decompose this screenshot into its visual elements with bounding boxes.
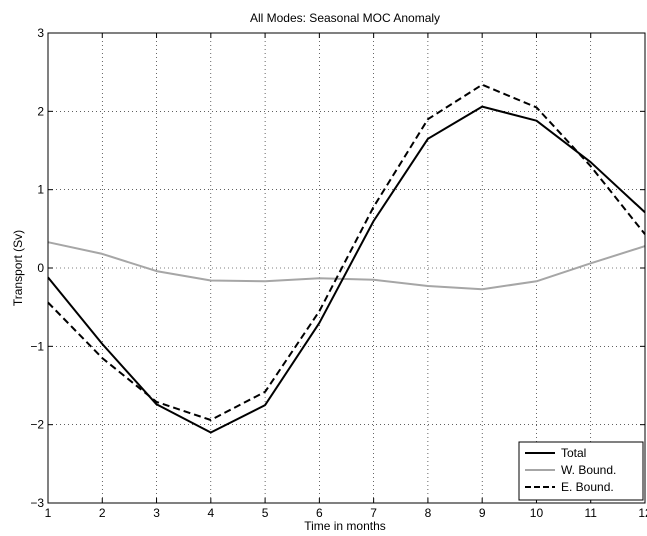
- series-line-e-bound: [47, 83, 646, 421]
- y-tick-label: −1: [30, 339, 44, 353]
- legend-label: E. Bound.: [561, 480, 614, 494]
- x-tick-label: 11: [584, 506, 597, 520]
- y-tick-label: 2: [37, 104, 44, 118]
- x-tick-label: 6: [316, 506, 323, 520]
- x-tick-label: 9: [479, 506, 486, 520]
- y-tick-label: 3: [37, 26, 44, 40]
- y-tick-label: 0: [37, 261, 44, 275]
- x-tick-label: 12: [638, 506, 647, 520]
- x-tick-label: 1: [45, 506, 52, 520]
- x-tick-label: 7: [370, 506, 377, 520]
- x-tick-label: 3: [153, 506, 160, 520]
- y-tick-label: −2: [30, 418, 44, 432]
- legend-label: Total: [561, 446, 586, 460]
- x-tick-label: 8: [425, 506, 432, 520]
- x-tick-label: 4: [207, 506, 214, 520]
- x-tick-label: 2: [99, 506, 106, 520]
- x-tick-label: 5: [262, 506, 269, 520]
- legend: Total W. Bound. E. Bound.: [518, 441, 644, 501]
- y-tick-label: 1: [37, 183, 44, 197]
- x-axis-label: Time in months: [304, 519, 386, 533]
- x-tick-label: 10: [530, 506, 544, 520]
- y-tick-label: −3: [30, 496, 44, 510]
- chart-title: All Modes: Seasonal MOC Anomaly: [250, 11, 440, 25]
- y-axis-label: Transport (Sv): [11, 230, 25, 306]
- legend-label: W. Bound.: [561, 463, 616, 477]
- series-lines: [47, 83, 646, 434]
- series-line-w-bound: [47, 241, 646, 291]
- plot-area: [48, 33, 645, 503]
